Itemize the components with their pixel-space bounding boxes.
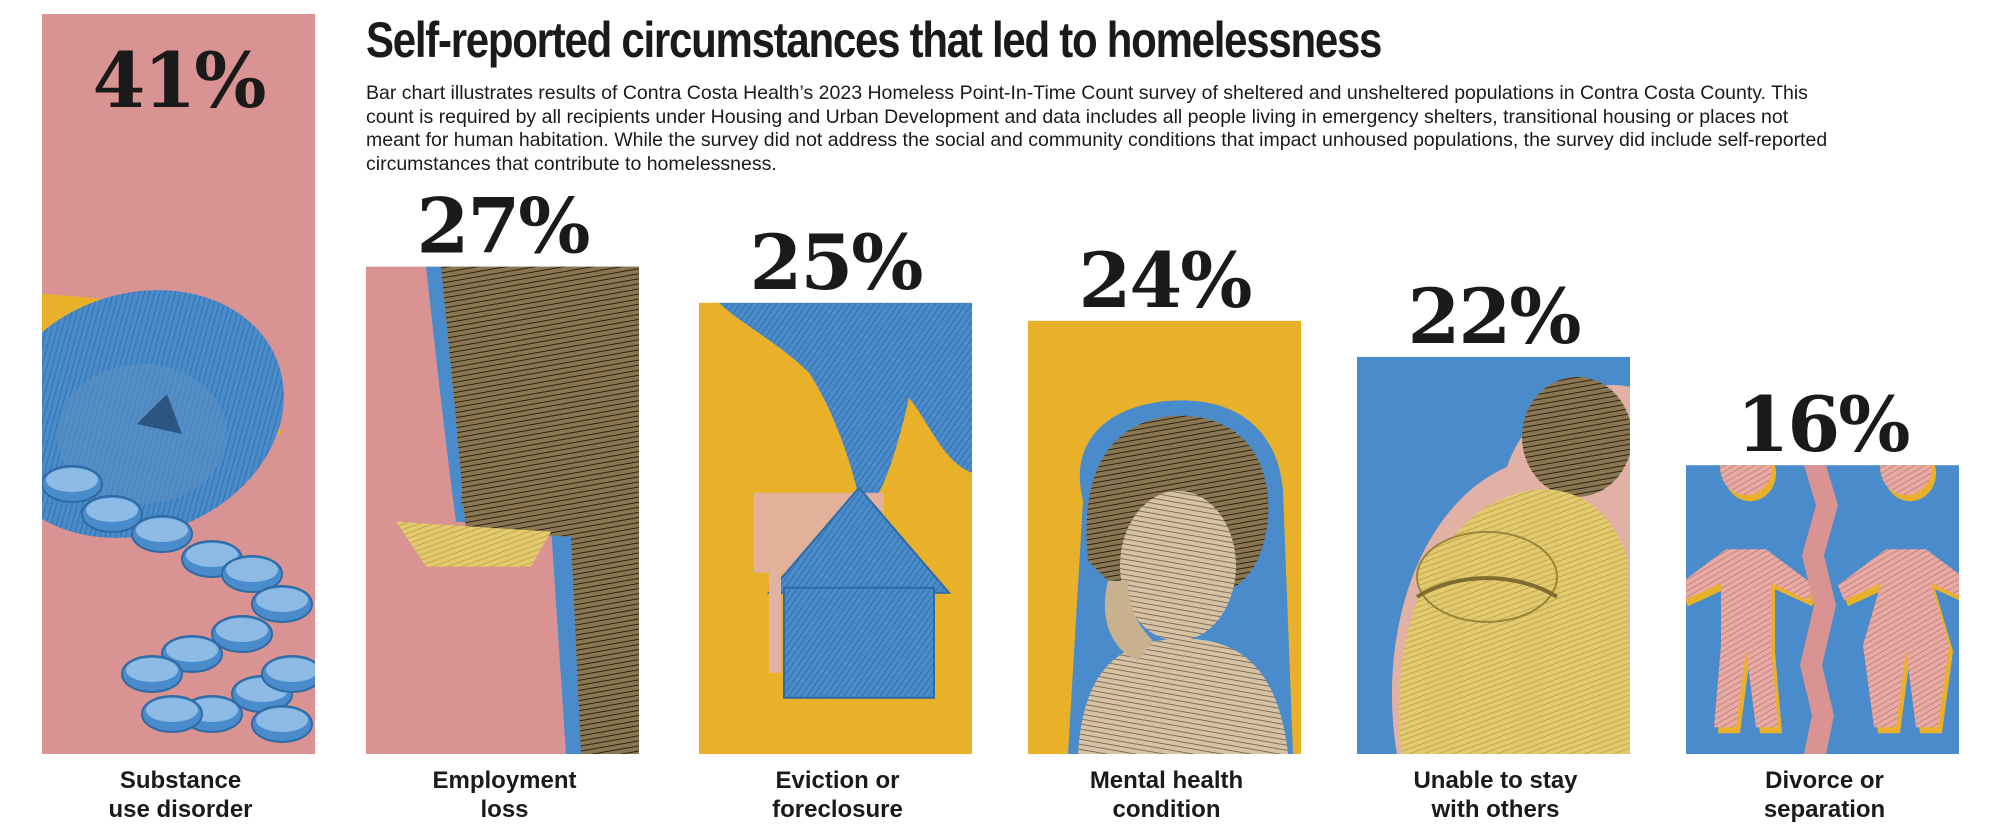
- empty-pocket-illustration: [396, 266, 639, 754]
- category-label-2: Eviction or foreclosure: [772, 767, 903, 823]
- chart-title: Self-reported circumstances that led to …: [366, 12, 1382, 68]
- category-label-line: Mental health: [1090, 767, 1243, 794]
- category-label-line: Unable to stay: [1413, 767, 1578, 794]
- torn-paper-couple-illustration: [1686, 465, 1959, 754]
- category-label-line: condition: [1113, 796, 1221, 823]
- category-label-line: Eviction or: [775, 767, 899, 794]
- chart-subtitle: Bar chart illustrates results of Contra …: [366, 82, 1828, 175]
- value-label-0: 41%: [93, 36, 266, 125]
- category-label-line: loss: [480, 796, 528, 823]
- category-label-line: with others: [1430, 796, 1559, 823]
- category-label-4: Unable to stay with others: [1413, 767, 1578, 823]
- spilled-pill-bottle-illustration: [42, 290, 315, 743]
- category-label-1: Employment loss: [432, 767, 576, 823]
- value-label-4: 22%: [1408, 272, 1581, 361]
- category-label-line: Divorce or: [1765, 767, 1884, 794]
- value-label-1: 27%: [417, 182, 590, 271]
- woman-with-head-in-hand-illustration: [1068, 400, 1293, 754]
- category-label-line: Employment: [432, 767, 576, 794]
- category-label-3: Mental health condition: [1090, 767, 1243, 823]
- value-label-2: 25%: [750, 218, 923, 307]
- hand-holding-money-house-illustration: [719, 302, 972, 699]
- category-label-line: foreclosure: [772, 796, 903, 823]
- category-label-line: separation: [1764, 796, 1885, 823]
- category-label-line: use disorder: [108, 796, 252, 823]
- category-label-5: Divorce or separation: [1764, 767, 1885, 823]
- value-label-5: 16%: [1737, 380, 1910, 469]
- value-label-3: 24%: [1079, 236, 1252, 325]
- category-label-0: Substance use disorder: [108, 767, 252, 823]
- person-hugging-knees-illustration: [1391, 376, 1630, 754]
- category-label-line: Substance: [120, 767, 241, 794]
